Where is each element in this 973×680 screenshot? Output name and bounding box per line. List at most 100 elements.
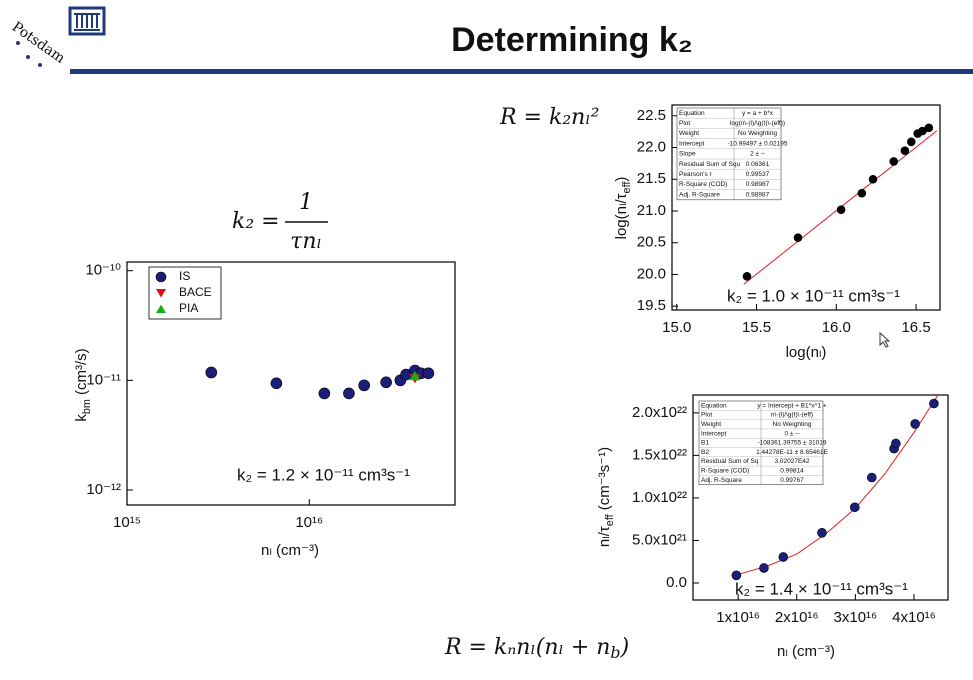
x-tick-label: 2x10¹⁶: [775, 609, 819, 626]
x-axis-label: nₗ (cm⁻³): [261, 542, 319, 559]
stats-value: y = a + b*x: [742, 110, 774, 117]
x-axis-label: nₗ (cm⁻³): [777, 643, 835, 660]
stats-key: Pearson's r: [679, 171, 713, 178]
marker: [270, 377, 283, 390]
stats-value: -108361.39755 ± 31019: [758, 440, 827, 447]
formula-top: R = k₂nₗ²: [499, 105, 599, 130]
y-tick-label: 1.0x10²²: [632, 489, 687, 506]
stats-key: Equation: [701, 402, 727, 409]
y-tick-label: 21.0: [637, 202, 666, 219]
y-tick-label: 5.0x10²¹: [632, 531, 687, 548]
stats-value: 2 ± --: [750, 151, 765, 158]
annotation: k₂ = 1.2 × 10⁻¹¹ cm³s⁻¹: [237, 465, 410, 484]
x-tick-label: 16.0: [822, 319, 851, 336]
y-axis-label-part: nₗ/τ: [596, 526, 613, 547]
y-tick-label: 1.5x10²²: [632, 446, 687, 463]
y-tick-label: 20.5: [637, 234, 666, 251]
stats-value: 0.06361: [746, 161, 770, 168]
stats-value: 0.99767: [780, 477, 804, 484]
stats-key: Slope: [679, 151, 696, 158]
y-tick-label: 0.0: [666, 574, 687, 591]
stats-key: Adj. R-Square: [701, 477, 742, 484]
formula-bottom-part: R = kₙnₗ(nₗ + n: [444, 635, 610, 660]
marker: [866, 472, 877, 483]
stats-key: B2: [701, 449, 709, 456]
y-axis-label-part: eff: [604, 513, 616, 526]
stats-value: y = Intercept + B1*x^1 +: [757, 402, 827, 409]
stats-value: 0 ± --: [784, 430, 799, 437]
marker: [929, 398, 939, 409]
marker: [817, 528, 827, 538]
stats-value: 0.99537: [746, 171, 770, 178]
y-tick-label: 20.0: [637, 265, 666, 282]
plot-frame: [671, 104, 941, 311]
y-axis-label-part: eff: [621, 181, 633, 194]
y-axis-label: nₗ/τeff (cm⁻³s⁻¹): [596, 447, 616, 547]
slide-title: Determining k₂: [451, 21, 693, 59]
marker: [778, 552, 789, 562]
stats-key: Plot: [701, 412, 712, 419]
x-tick-label: 15.5: [742, 319, 771, 336]
marker: [849, 502, 860, 513]
marker: [731, 570, 742, 581]
stats-value: log(n\-(l)/\g(t)\-(eff)): [730, 120, 785, 127]
marker: [318, 387, 331, 400]
marker: [891, 438, 901, 449]
stats-value: No Weighting: [773, 421, 812, 428]
annotation: k₂ = 1.0 × 10⁻¹¹ cm³s⁻¹: [727, 286, 900, 305]
y-axis-label: log(nₗ/τeff): [613, 177, 633, 240]
marker: [409, 370, 421, 381]
x-tick-label: 15.0: [662, 319, 691, 336]
stats-key: Plot: [679, 120, 690, 127]
stats-key: Equation: [679, 110, 705, 117]
y-axis-label-part: log(nₗ/τ: [613, 193, 630, 239]
stats-key: Intercept: [679, 140, 704, 147]
marker: [156, 304, 166, 313]
marker: [156, 289, 166, 298]
marker: [910, 419, 920, 429]
y-tick-label: 22.5: [637, 107, 666, 124]
marker: [906, 137, 916, 147]
y-tick-label: 19.5: [637, 297, 666, 314]
stats-value: 1.44278E-11 ± 8.65461E: [756, 449, 828, 456]
stats-value: 0.99814: [780, 467, 804, 474]
x-tick-label: 1x10¹⁶: [716, 609, 760, 626]
stats-value: n\-(l)/\g(t)\-(eff): [771, 412, 813, 419]
stats-value: -10.99497 ± 0.02195: [728, 140, 788, 147]
stats-value: 3.02027E42: [774, 458, 809, 465]
y-axis-label-part: ): [613, 177, 630, 182]
stats-key: Weight: [701, 421, 721, 428]
y-axis-label-part: k: [73, 414, 90, 422]
stats-key: R-Square (COD): [701, 467, 749, 474]
stats-table: [676, 107, 782, 201]
marker: [868, 174, 878, 184]
fit-line: [732, 395, 938, 577]
plot-frame: [126, 261, 456, 506]
marker: [343, 387, 355, 400]
marker: [422, 367, 435, 380]
marker: [380, 376, 392, 389]
title-bar: [70, 69, 973, 74]
marker: [759, 563, 769, 573]
y-tick-label: 22.0: [637, 138, 666, 155]
x-tick-label: 10¹⁶: [295, 514, 323, 531]
marker: [836, 205, 846, 215]
y-tick-label: 10⁻¹¹: [86, 371, 121, 388]
stats-key: Residual Sum of Squ: [679, 161, 740, 168]
y-axis-label-part: (cm⁻³s⁻¹): [596, 447, 613, 514]
formula-numerator: 1: [299, 190, 313, 215]
legend-label: BACE: [179, 285, 212, 299]
x-tick-label: 10¹⁵: [113, 514, 141, 531]
marker: [742, 272, 752, 281]
marker: [900, 146, 910, 155]
y-axis-label: kbm (cm³/s): [73, 348, 93, 421]
y-tick-label: 10⁻¹²: [86, 481, 121, 498]
annotation: k₂ = 1.4 × 10⁻¹¹ cm³s⁻¹: [735, 579, 908, 598]
legend-label: IS: [179, 269, 190, 283]
stats-value: 0.98987: [746, 181, 770, 188]
stats-key: R-Square (COD): [679, 181, 727, 188]
stats-key: Residual Sum of Sq: [701, 458, 759, 465]
y-axis-label-part: (cm³/s): [73, 348, 90, 399]
